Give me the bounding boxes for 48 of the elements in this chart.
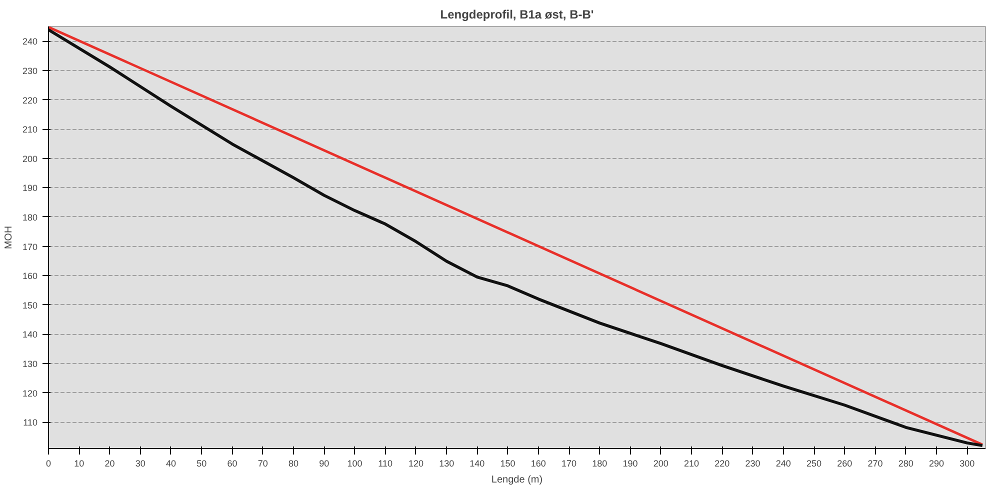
y-tick-label: 120 <box>22 388 38 398</box>
y-tick-label: 190 <box>22 183 38 194</box>
x-tick-label: 150 <box>500 458 516 468</box>
x-tick-label: 10 <box>74 458 84 468</box>
x-axis-title: Lengde (m) <box>491 474 543 486</box>
x-tick-label: 160 <box>530 458 546 468</box>
x-tick-label: 260 <box>837 458 852 468</box>
y-tick-label: 210 <box>22 124 38 135</box>
y-tick-label: 200 <box>22 154 38 164</box>
x-tick-label: 280 <box>898 458 914 468</box>
x-tick-label: 50 <box>196 458 207 468</box>
y-tick-label: 160 <box>22 271 38 282</box>
y-tick-label: 150 <box>22 300 38 310</box>
x-tick-label: 0 <box>46 458 52 468</box>
x-tick-label: 140 <box>470 458 485 468</box>
x-tick-label: 210 <box>684 458 700 468</box>
x-tick-label: 60 <box>227 458 238 468</box>
y-tick-label: 220 <box>22 95 38 106</box>
y-tick-label: 110 <box>23 418 38 428</box>
x-tick-label: 80 <box>288 458 298 468</box>
x-tick-label: 120 <box>408 458 424 468</box>
x-tick-label: 300 <box>960 458 975 468</box>
y-tick-label: 230 <box>22 66 38 76</box>
x-tick-label: 90 <box>319 458 330 468</box>
x-tick-label: 30 <box>135 458 146 468</box>
y-tick-label: 170 <box>22 242 38 252</box>
x-tick-label: 100 <box>347 458 362 468</box>
x-tick-label: 110 <box>378 458 393 468</box>
x-tick-label: 170 <box>562 458 577 468</box>
x-tick-label: 230 <box>745 458 760 468</box>
x-tick-label: 20 <box>104 458 115 468</box>
x-tick-label: 270 <box>868 458 883 468</box>
x-tick-label: 290 <box>929 458 944 468</box>
y-tick-label: 130 <box>22 359 38 370</box>
x-tick-label: 180 <box>592 458 608 468</box>
x-tick-label: 40 <box>166 458 176 468</box>
y-axis-title: MOH <box>3 226 14 250</box>
x-tick-label: 200 <box>653 458 668 468</box>
x-tick-label: 220 <box>714 458 730 468</box>
y-tick-label: 240 <box>22 36 38 47</box>
y-tick-label: 140 <box>22 330 38 340</box>
x-tick-label: 130 <box>439 458 454 468</box>
x-tick-label: 190 <box>622 458 638 468</box>
x-tick-label: 240 <box>776 458 791 468</box>
x-tick-label: 250 <box>806 458 822 468</box>
x-tick-label: 70 <box>258 458 268 468</box>
y-tick-label: 180 <box>22 212 38 222</box>
chart-title: Lengdeprofil, B1a øst, B-B' <box>440 8 594 22</box>
